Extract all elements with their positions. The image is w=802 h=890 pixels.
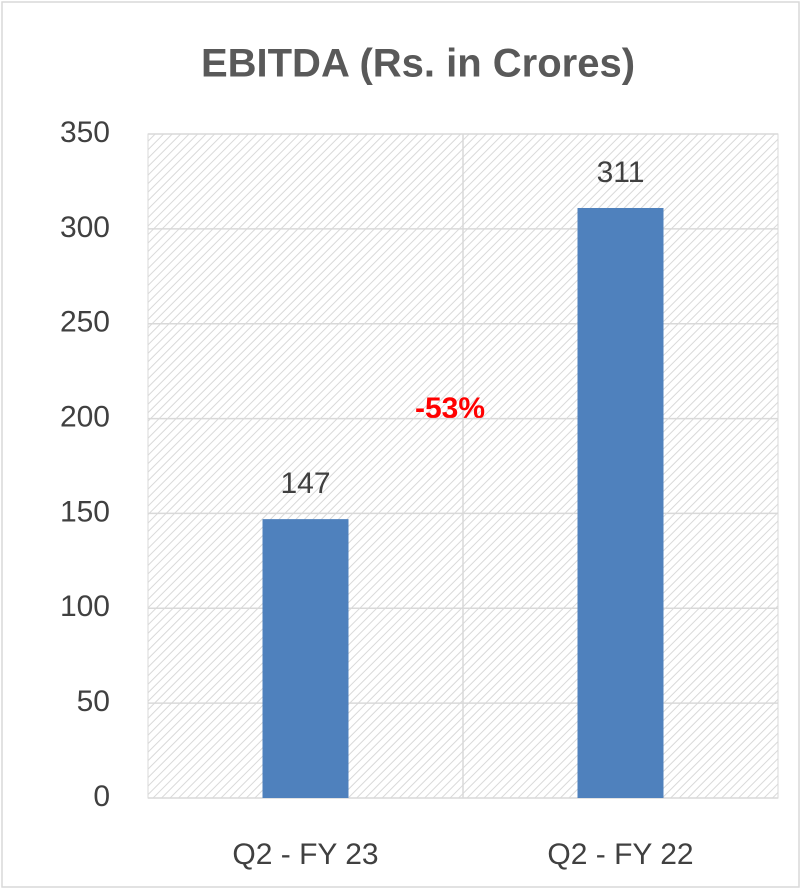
y-tick-label: 300 bbox=[60, 211, 110, 244]
chart-title: EBITDA (Rs. in Crores) bbox=[201, 42, 635, 86]
data-label: 311 bbox=[597, 156, 645, 189]
bar bbox=[577, 207, 664, 798]
y-tick-label: 250 bbox=[60, 306, 110, 339]
y-tick-label: 150 bbox=[60, 495, 110, 528]
annotation: -53% bbox=[415, 392, 485, 425]
data-label: 147 bbox=[280, 467, 330, 500]
x-tick-label: Q2 - FY 23 bbox=[232, 838, 378, 871]
x-tick-label: Q2 - FY 22 bbox=[547, 838, 693, 871]
y-tick-label: 350 bbox=[60, 116, 110, 149]
y-tick-label: 100 bbox=[60, 590, 110, 623]
bar bbox=[262, 519, 349, 798]
y-tick-label: 200 bbox=[60, 400, 110, 433]
y-tick-label: 50 bbox=[77, 685, 110, 718]
y-tick-label: 0 bbox=[93, 780, 110, 813]
